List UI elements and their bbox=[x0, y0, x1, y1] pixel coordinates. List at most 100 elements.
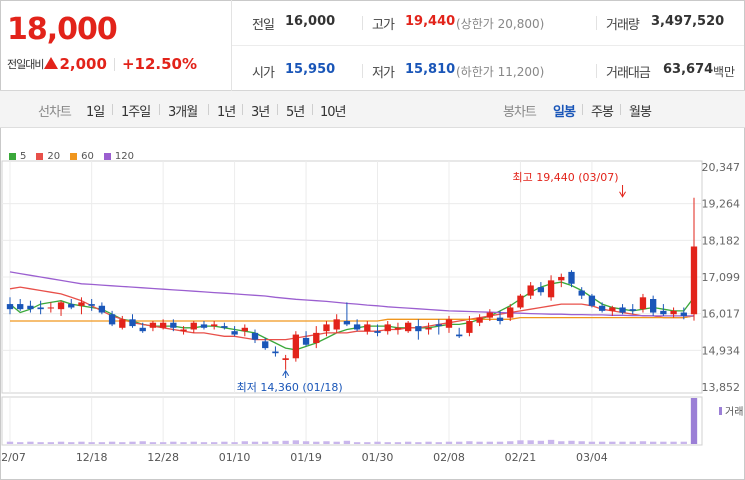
candle-body bbox=[507, 307, 514, 318]
weekly-candle-button[interactable]: 주봉 bbox=[591, 105, 614, 120]
volume-bar bbox=[262, 441, 269, 444]
volume-bar bbox=[119, 442, 126, 444]
candle-chart-tab[interactable]: 봉차트 bbox=[503, 105, 537, 120]
candle-body bbox=[47, 307, 55, 309]
candle-body bbox=[180, 329, 187, 332]
candle-body bbox=[190, 322, 197, 330]
volume-bar bbox=[231, 442, 238, 444]
period-bar: 선차트 1일 1주일 3개월 1년 3년 5년 10년 봉차트 일봉 주봉 월봉 bbox=[0, 91, 745, 128]
volume-bar bbox=[139, 441, 146, 444]
volume-bar bbox=[496, 441, 504, 444]
candle-body bbox=[231, 331, 238, 335]
period-10y-button[interactable]: 10년 bbox=[320, 105, 346, 120]
volume-bar bbox=[333, 441, 340, 444]
candle-body bbox=[619, 307, 626, 313]
high-value: 19,440 bbox=[405, 14, 456, 29]
candle-body bbox=[598, 305, 606, 311]
candle-body bbox=[88, 304, 95, 306]
x-tick-label: 01/10 bbox=[219, 451, 251, 464]
volume-bar bbox=[364, 442, 371, 444]
volume-bar bbox=[598, 441, 606, 444]
volume-bar bbox=[27, 441, 34, 444]
candle-body bbox=[649, 299, 657, 313]
candle-body bbox=[588, 295, 596, 306]
candle-body bbox=[639, 297, 647, 310]
monthly-candle-button[interactable]: 월봉 bbox=[629, 105, 652, 120]
period-1y-button[interactable]: 1년 bbox=[217, 105, 236, 120]
volume-bar bbox=[680, 441, 687, 444]
candle-body bbox=[537, 287, 545, 293]
volume-area bbox=[1, 396, 703, 446]
daily-candle-button[interactable]: 일봉 bbox=[553, 105, 576, 120]
volume-bar bbox=[394, 442, 402, 444]
volume-bar bbox=[578, 441, 585, 444]
candle-body bbox=[313, 332, 320, 344]
stat-divider bbox=[596, 16, 597, 30]
volume-bar bbox=[37, 442, 44, 444]
volume-bar bbox=[609, 441, 616, 444]
candle-body bbox=[221, 326, 228, 328]
ma-legend: 5 20 60 120 bbox=[9, 150, 144, 162]
candle-body bbox=[660, 310, 667, 315]
volume-bar bbox=[690, 398, 698, 444]
volume-bar bbox=[302, 441, 310, 444]
line-chart-tab[interactable]: 선차트 bbox=[38, 105, 72, 120]
candle-body bbox=[476, 317, 483, 323]
y-tick-label: 20,347 bbox=[702, 161, 741, 174]
candle-body bbox=[435, 324, 442, 327]
candle-body bbox=[517, 295, 524, 308]
period-divider bbox=[620, 104, 621, 115]
legend-item-ma120: 120 bbox=[103, 151, 134, 162]
quote-header: 18,000 전일대비 2,000 +12.50% 전일 16,000 고가 1… bbox=[0, 0, 745, 91]
candle-body bbox=[241, 327, 248, 332]
low-annotation: 최저 14,360 (01/18) bbox=[237, 381, 343, 394]
period-divider bbox=[277, 104, 278, 115]
candle-body bbox=[27, 305, 34, 310]
change-row: 전일대비 2,000 +12.50% bbox=[7, 55, 197, 73]
candle-body bbox=[445, 319, 453, 328]
candle-body bbox=[609, 307, 616, 311]
candle-body bbox=[68, 304, 75, 308]
candle-body bbox=[629, 309, 636, 311]
y-tick-label: 14,934 bbox=[702, 344, 741, 357]
volume-bar bbox=[57, 441, 65, 444]
volume-bar bbox=[384, 442, 391, 444]
candle-body bbox=[108, 314, 116, 325]
candle-body bbox=[425, 327, 432, 330]
candle-body bbox=[211, 324, 218, 327]
volume-bar bbox=[88, 442, 95, 444]
y-tick-label: 17,099 bbox=[702, 271, 741, 284]
arrow-down-icon bbox=[619, 191, 626, 198]
prev-close-value: 16,000 bbox=[285, 14, 336, 29]
candle-body bbox=[578, 290, 585, 296]
y-tick-label: 19,264 bbox=[702, 198, 741, 211]
volume-bar bbox=[670, 441, 677, 444]
candle-body bbox=[98, 305, 106, 313]
candle-body bbox=[292, 334, 300, 359]
change-rate: +12.50% bbox=[121, 55, 197, 73]
volume-bar bbox=[211, 442, 218, 444]
volume-bar bbox=[68, 442, 75, 444]
volume-bar bbox=[272, 441, 279, 444]
candle-body bbox=[353, 324, 361, 330]
current-price: 18,000 bbox=[7, 12, 118, 47]
period-3m-button[interactable]: 3개월 bbox=[168, 105, 198, 120]
period-1d-button[interactable]: 1일 bbox=[86, 105, 105, 120]
y-tick-label: 18,182 bbox=[702, 234, 741, 247]
volume-bar bbox=[425, 441, 432, 444]
period-3y-button[interactable]: 3년 bbox=[251, 105, 270, 120]
volume-bar bbox=[435, 442, 442, 444]
change-label: 전일대비 bbox=[7, 58, 44, 71]
volume-bar bbox=[629, 441, 636, 444]
x-tick-label: 12/28 bbox=[147, 451, 179, 464]
period-1w-button[interactable]: 1주일 bbox=[121, 105, 151, 120]
stat-divider bbox=[362, 16, 363, 30]
ma-120-line bbox=[9, 271, 694, 317]
volume-bar bbox=[282, 440, 289, 444]
period-5y-button[interactable]: 5년 bbox=[286, 105, 305, 120]
candle-body bbox=[333, 319, 340, 330]
legend-item-ma60: 60 bbox=[70, 151, 94, 162]
candle-body bbox=[200, 324, 208, 328]
x-tick-label: 12/07 bbox=[0, 451, 26, 464]
